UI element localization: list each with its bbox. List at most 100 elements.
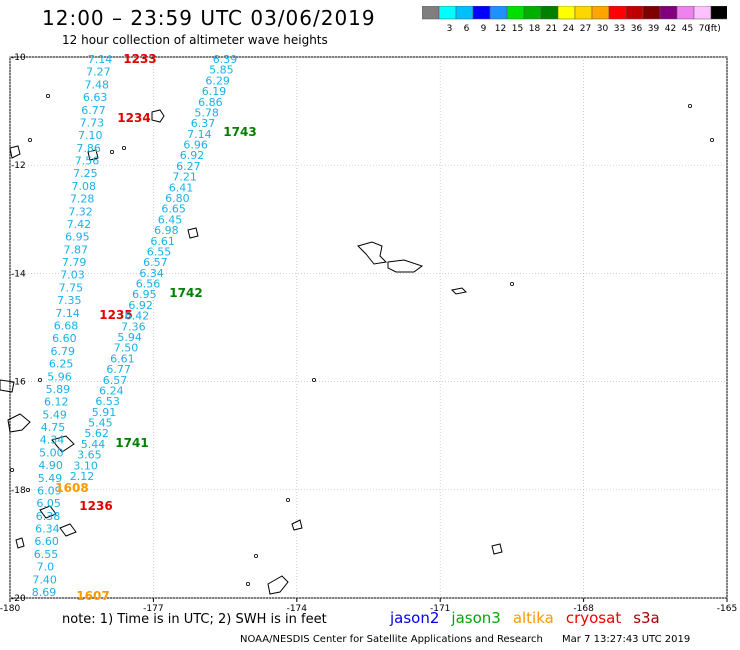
swh-value: 6.27 [176, 160, 201, 173]
swh-value: 5.49 [42, 408, 67, 421]
islet-marker [688, 104, 693, 109]
legend-label: 27 [580, 24, 591, 34]
island-outline [9, 145, 21, 159]
legend-label: 36 [631, 24, 643, 34]
swh-value: 6.77 [106, 363, 131, 376]
swh-value: 6.68 [54, 320, 79, 333]
satellite-jason2: jason2 [390, 609, 440, 627]
islet-marker [245, 582, 250, 587]
legend-swatch [710, 6, 727, 20]
legend-label: 3 [447, 24, 453, 34]
altika-time-label: 1608 [55, 481, 88, 495]
swh-value: 6.37 [191, 117, 216, 130]
map-subtitle: 12 hour collection of altimeter wave hei… [62, 33, 328, 47]
islet-marker [311, 377, 316, 382]
islet-marker [46, 94, 51, 99]
swh-value: 7.28 [70, 193, 95, 206]
island-outline [357, 241, 388, 265]
swh-value: 5.78 [194, 106, 219, 119]
swh-value: 6.61 [110, 352, 135, 365]
swh-value: 7.14 [88, 53, 113, 66]
x-tick-label: -165 [717, 604, 737, 614]
swh-value: 6.39 [213, 53, 238, 66]
swh-value: 7.25 [73, 167, 98, 180]
swh-value: 7.27 [86, 66, 111, 79]
swh-value: 6.61 [150, 235, 175, 248]
x-tick-label: -177 [143, 604, 163, 614]
swh-value: 7.03 [60, 269, 85, 282]
islet-marker [38, 377, 43, 382]
track-time-label: 1235 [99, 308, 132, 322]
x-tick-label: -174 [287, 604, 308, 614]
track-time-label: 1742 [169, 286, 202, 300]
swh-value: 6.92 [180, 149, 205, 162]
swh-value: 6.38 [36, 510, 61, 523]
swh-value: 7.40 [32, 573, 57, 586]
track-time-label: 1743 [223, 125, 256, 139]
swh-value: 6.57 [103, 374, 128, 387]
y-tick-label: -10 [11, 53, 26, 63]
swh-value: 5.44 [81, 438, 106, 451]
swh-value: 5.49 [38, 472, 63, 485]
island-outline [15, 537, 25, 549]
swh-value: 5.00 [39, 446, 64, 459]
legend-label: 45 [682, 24, 693, 34]
swh-value: 5.91 [92, 406, 117, 419]
satellite-s3a: s3a [633, 609, 660, 627]
swh-value: 6.98 [154, 224, 179, 237]
satellite-altika: altika [512, 609, 554, 627]
islet-marker [122, 145, 127, 150]
swh-value: 6.55 [34, 548, 59, 561]
island-outline [59, 523, 77, 537]
islet-marker [253, 554, 258, 559]
track-time-label: 1234 [117, 111, 150, 125]
swh-value: 6.55 [147, 245, 172, 258]
swh-value: 6.34 [139, 267, 164, 280]
island-outline [187, 227, 199, 239]
swh-value: 7.75 [59, 281, 84, 294]
swh-value: 6.12 [44, 396, 69, 409]
swh-value: 4.90 [38, 459, 63, 472]
credit-line: NOAA/NESDIS Center for Satellite Applica… [240, 634, 690, 645]
swh-value: 2.12 [70, 470, 95, 483]
y-tick-label: -14 [11, 269, 26, 279]
swh-value: 6.05 [36, 497, 61, 510]
island-outline [267, 575, 289, 595]
y-tick-label: -12 [11, 161, 26, 171]
swh-value: 7.08 [72, 180, 97, 193]
islet-marker [25, 487, 30, 492]
swh-value: 7.48 [85, 78, 110, 91]
swh-value: 7.32 [68, 205, 93, 218]
swh-value: 7.50 [114, 342, 139, 355]
swh-value: 7.79 [62, 256, 87, 269]
island-outline [39, 505, 57, 519]
swh-value: 6.42 [125, 310, 150, 323]
swh-value: 6.96 [183, 139, 208, 152]
swh-value: 7.36 [121, 320, 146, 333]
swh-value: 6.60 [34, 535, 59, 548]
swh-value: 7.10 [78, 129, 103, 142]
swh-value: 7.35 [57, 294, 82, 307]
swh-value: 6.19 [202, 85, 227, 98]
legend-label: 33 [614, 24, 625, 34]
swh-value: 6.79 [51, 345, 76, 358]
swh-value: 6.09 [37, 484, 62, 497]
swh-value: 5.85 [209, 64, 234, 77]
swh-value: 7.0 [37, 561, 55, 574]
y-tick-label: -20 [11, 594, 26, 604]
legend-label: 15 [512, 24, 523, 34]
islet-marker [710, 137, 715, 142]
swh-value: 6.95 [65, 231, 90, 244]
swh-value: 6.65 [161, 203, 186, 216]
map-frame [9, 56, 728, 599]
island-outline [450, 287, 468, 295]
credit-text: NOAA/NESDIS Center for Satellite Applica… [240, 634, 543, 645]
swh-value: 7.56 [75, 155, 100, 168]
swh-value: 6.41 [169, 181, 194, 194]
swh-value: 7.14 [55, 307, 80, 320]
generated-timestamp: Mar 7 13:27:43 UTC 2019 [562, 634, 691, 645]
swh-value: 6.24 [99, 384, 124, 397]
swh-value: 6.29 [205, 74, 230, 87]
islet-marker [9, 467, 14, 472]
islet-marker [110, 149, 115, 154]
